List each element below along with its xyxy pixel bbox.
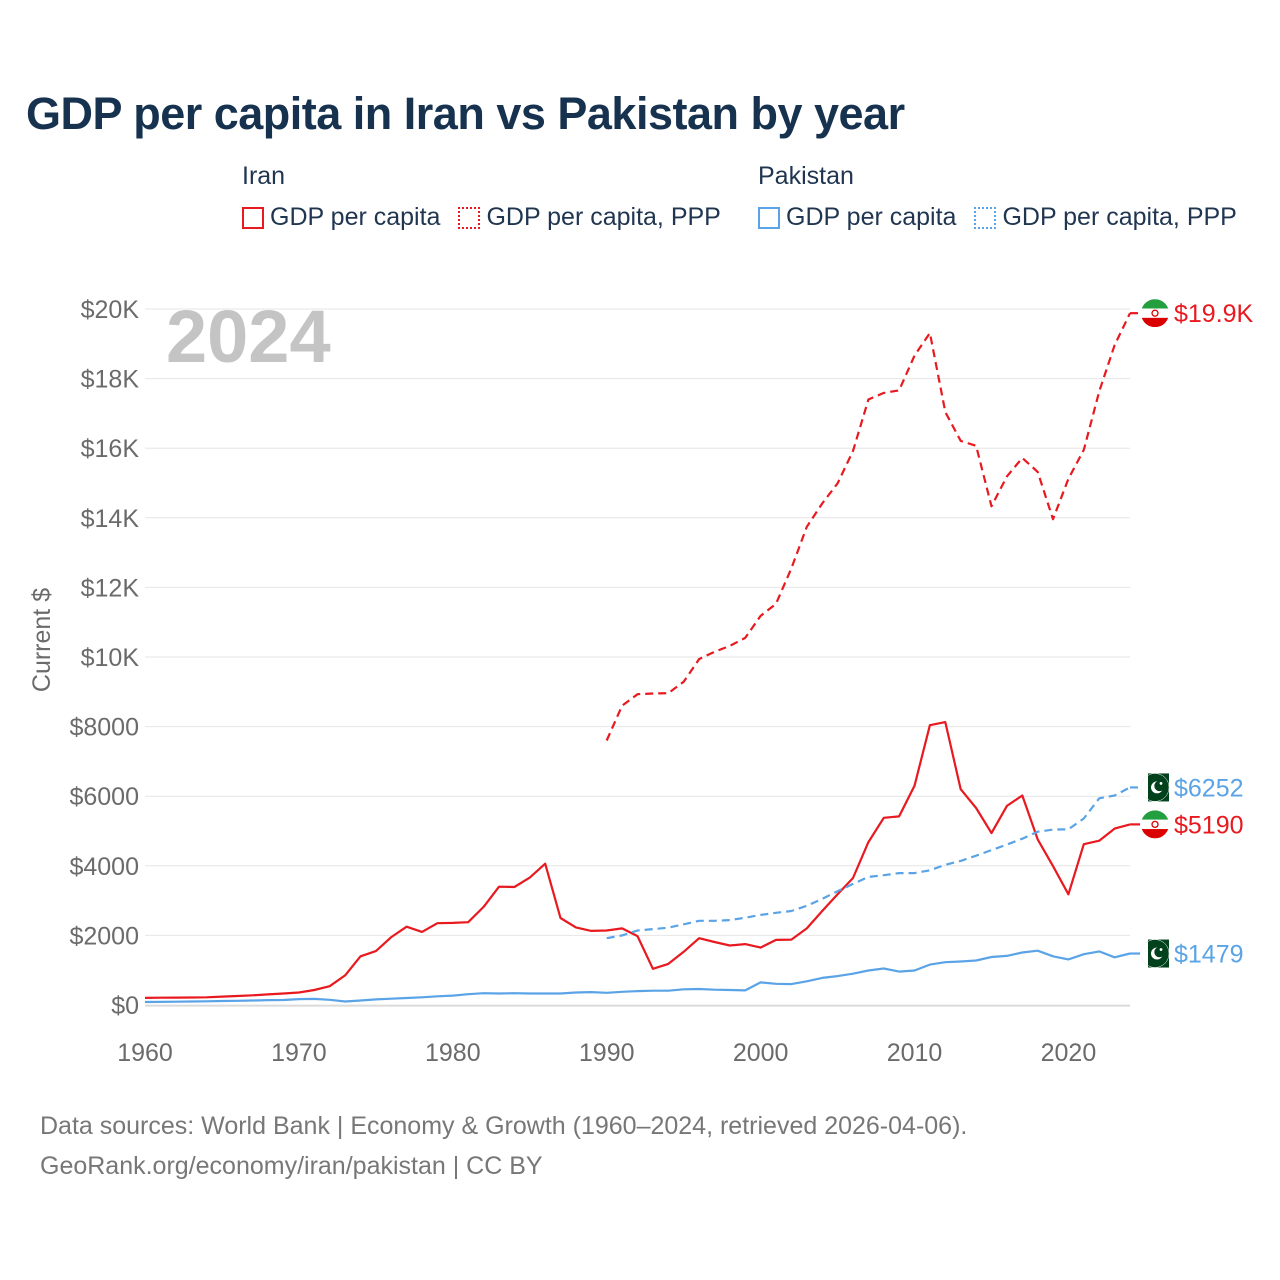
- y-tick-label: $0: [111, 992, 139, 1020]
- legend-item-pakistan-gdp[interactable]: GDP per capita: [758, 203, 956, 232]
- y-tick-label: $12K: [81, 574, 140, 602]
- y-axis-label: Current $: [28, 588, 56, 692]
- axes: $0 $2000 $4000 $6000 $8000 $10K $12K $14K $16K $1…: [69, 296, 1130, 1067]
- series-end-label: $5190: [1174, 811, 1244, 839]
- line-chart: $0 $2000 $4000 $6000 $8000 $10K $12K $14K $16K $1…: [28, 295, 1254, 1067]
- x-tick-label: 1960: [117, 1039, 173, 1067]
- legend-swatch-dotted-red: [458, 206, 481, 229]
- legend-group-iran: Iran GDP per capita GDP per capita, PPP: [242, 162, 721, 232]
- y-tick-label: $16K: [81, 435, 140, 463]
- series-end-label: $1479: [1174, 941, 1244, 969]
- y-tick-label: $8000: [69, 714, 139, 742]
- series-line: [605, 312, 1131, 741]
- series-end-label: $19.9K: [1174, 300, 1254, 328]
- legend-item-label: GDP per capita, PPP: [486, 203, 721, 231]
- y-tick-label: $6000: [69, 783, 139, 811]
- iran-flag-icon: [1141, 299, 1169, 328]
- legend-item-pakistan-gdp-ppp[interactable]: GDP per capita, PPP: [974, 203, 1237, 232]
- end-labels: $5190 $19.9K $1479 $6252: [1130, 299, 1254, 969]
- footer-sources: Data sources: World Bank | Economy & Gro…: [40, 1112, 968, 1140]
- series-line: [144, 720, 1131, 999]
- x-tick-label: 1990: [579, 1039, 635, 1067]
- iran-flag-icon: [1141, 810, 1169, 839]
- grid-lines: [145, 308, 1130, 1006]
- footer-attribution[interactable]: GeoRank.org/economy/iran/pakistan | CC B…: [40, 1152, 543, 1180]
- y-tick-label: $20K: [81, 296, 140, 324]
- series-line: [144, 949, 1131, 1004]
- legend-group-pakistan: Pakistan GDP per capita GDP per capita, …: [758, 162, 1237, 232]
- legend-group-label: Pakistan: [758, 162, 854, 190]
- legend-item-label: GDP per capita: [270, 203, 441, 231]
- chart-title: GDP per capita in Iran vs Pakistan by ye…: [26, 88, 905, 139]
- y-tick-label: $18K: [81, 366, 140, 394]
- series-end-label: $6252: [1174, 774, 1244, 802]
- pakistan-flag-icon: [1140, 939, 1170, 969]
- y-tick-label: $14K: [81, 505, 140, 533]
- footer: Data sources: World Bank | Economy & Gro…: [40, 1106, 967, 1186]
- y-tick-label: $2000: [69, 922, 139, 950]
- year-watermark: 2024: [166, 295, 331, 378]
- pakistan-flag-icon: [1140, 772, 1170, 802]
- legend-group-label: Iran: [242, 162, 286, 190]
- legend-item-label: GDP per capita, PPP: [1002, 203, 1237, 231]
- legend-item-label: GDP per capita: [786, 203, 957, 231]
- legend-item-iran-gdp[interactable]: GDP per capita: [242, 203, 440, 232]
- x-tick-label: 1970: [271, 1039, 327, 1067]
- x-tick-label: 2010: [887, 1039, 943, 1067]
- series-lines: [144, 312, 1131, 1004]
- x-tick-label: 2000: [733, 1039, 789, 1067]
- x-tick-label: 1980: [425, 1039, 481, 1067]
- legend-swatch-solid-blue: [758, 206, 780, 229]
- x-tick-label: 2020: [1041, 1039, 1097, 1067]
- y-tick-label: $10K: [81, 644, 140, 672]
- legend-swatch-dotted-blue: [974, 206, 997, 229]
- legend-item-iran-gdp-ppp[interactable]: GDP per capita, PPP: [458, 203, 721, 232]
- y-tick-label: $4000: [69, 853, 139, 881]
- legend-swatch-solid-red: [242, 206, 264, 229]
